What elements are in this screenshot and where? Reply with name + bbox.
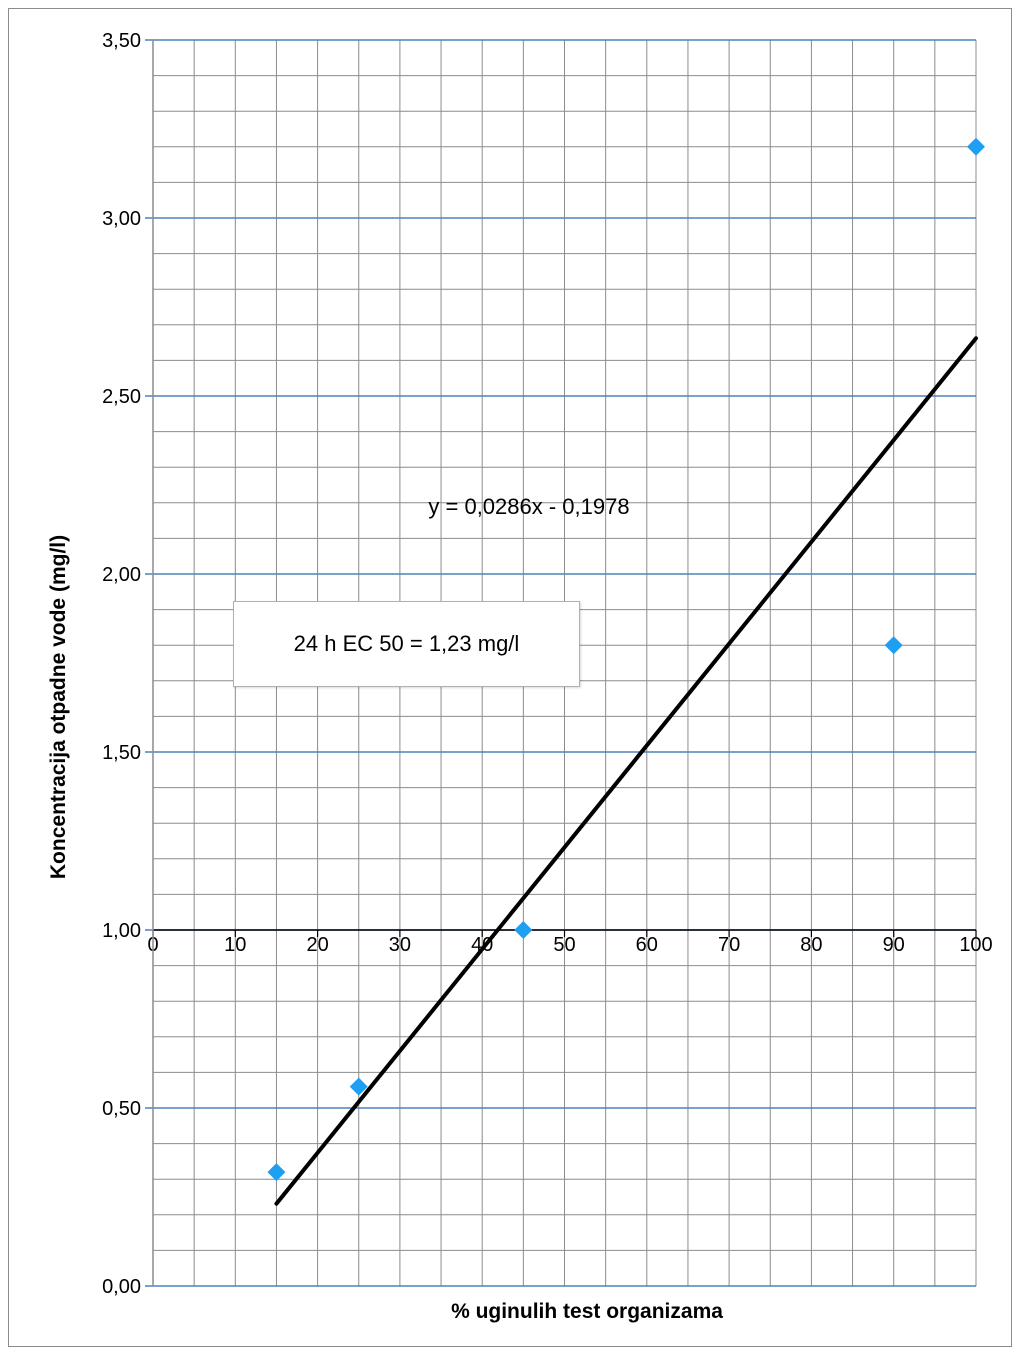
ec50-annotation: 24 h EC 50 = 1,23 mg/l — [233, 601, 580, 687]
data-points — [267, 137, 985, 1182]
y-tick-label: 3,50 — [102, 30, 141, 52]
y-tick-label: 1,00 — [102, 920, 141, 942]
data-point — [514, 921, 533, 939]
data-point — [884, 636, 903, 655]
y-axis: 0,00 0,50 1,00 1,50 2,00 2,50 3,00 3,50 — [102, 30, 154, 1298]
x-tick-label: 30 — [389, 934, 411, 956]
trendline-layer — [274, 336, 978, 1206]
trendline-equation: y = 0,0286x - 0,1978 — [428, 494, 629, 519]
x-tick-label: 80 — [800, 934, 822, 956]
y-tick-label: 0,00 — [102, 1276, 141, 1298]
x-axis: 0102030405060708090100 — [147, 929, 993, 956]
data-point — [267, 1163, 286, 1182]
x-tick-label: 70 — [718, 934, 740, 956]
y-tick-label: 2,50 — [102, 386, 141, 408]
data-point — [967, 137, 985, 156]
y-tick-label: 2,00 — [102, 564, 141, 586]
trendline — [274, 336, 978, 1206]
x-tick-label: 100 — [959, 934, 992, 956]
ec50-annotation-text: 24 h EC 50 = 1,23 mg/l — [293, 631, 520, 656]
x-tick-label: 90 — [883, 934, 905, 956]
data-point — [349, 1077, 368, 1096]
y-tick-label: 0,50 — [102, 1098, 141, 1120]
chart-frame — [8, 8, 1012, 1347]
y-axis-title: Koncentracija otpadne vode (mg/l) — [47, 535, 70, 879]
x-tick-label: 10 — [224, 934, 246, 956]
x-tick-label: 50 — [553, 934, 575, 956]
x-axis-title: % uginulih test organizama — [451, 1300, 723, 1323]
x-tick-label: 60 — [636, 934, 658, 956]
x-tick-label: 20 — [306, 934, 328, 956]
y-tick-label: 3,00 — [102, 208, 141, 230]
y-tick-label: 1,50 — [102, 742, 141, 764]
